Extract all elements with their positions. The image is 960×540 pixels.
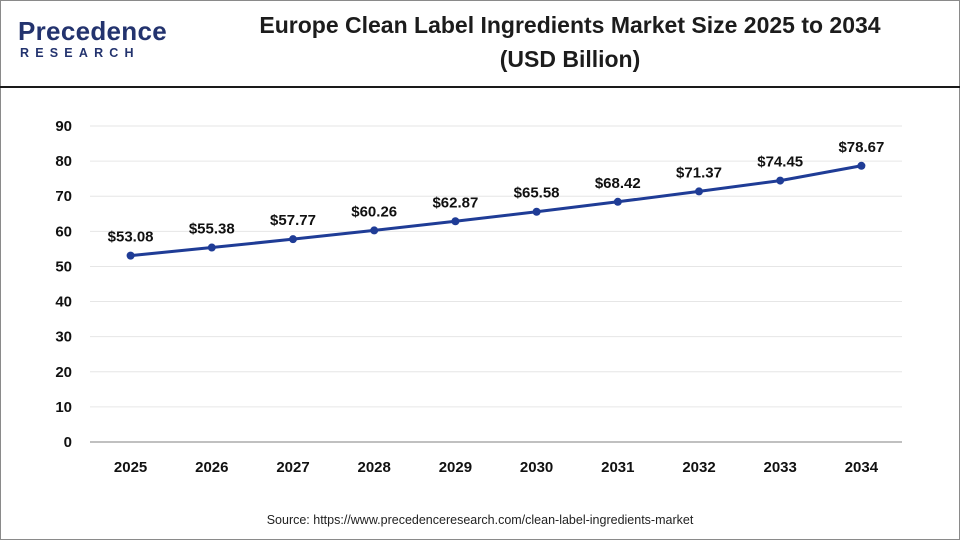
y-tick-label: 70 [55, 188, 72, 205]
data-label: $78.67 [838, 139, 884, 156]
y-tick-label: 60 [55, 223, 72, 240]
data-point [126, 251, 135, 260]
y-tick-label: 90 [55, 118, 72, 135]
x-tick-label: 2026 [195, 459, 228, 476]
source-note: Source: https://www.precedenceresearch.c… [266, 513, 694, 527]
data-label: $65.58 [514, 185, 560, 202]
brand-name: Precedence [18, 16, 167, 46]
data-point [451, 217, 460, 226]
x-tick-label: 2027 [276, 459, 309, 476]
data-point [532, 207, 541, 216]
chart-title: Europe Clean Label Ingredients Market Si… [200, 8, 940, 76]
data-point [776, 176, 785, 185]
data-label: $53.08 [108, 229, 154, 246]
chart-title-line2: (USD Billion) [499, 46, 641, 72]
data-label: $60.26 [351, 203, 397, 220]
data-label: $55.38 [189, 221, 235, 238]
data-point [613, 197, 622, 206]
data-label: $57.77 [270, 212, 316, 229]
y-tick-label: 0 [64, 434, 72, 451]
data-label: $62.87 [432, 194, 478, 211]
x-tick-label: 2031 [601, 459, 634, 476]
x-tick-label: 2029 [439, 459, 472, 476]
data-label: $71.37 [676, 164, 722, 181]
series-line [129, 164, 863, 258]
x-tick-label: 2025 [114, 459, 147, 476]
x-tick-label: 2033 [764, 459, 797, 476]
brand-logo: Precedence RESEARCH [18, 16, 168, 64]
y-tick-label: 20 [55, 364, 72, 381]
header-divider [0, 86, 960, 88]
y-tick-label: 80 [55, 153, 72, 170]
x-tick-label: 2030 [520, 459, 553, 476]
brand-tagline: RESEARCH [20, 46, 140, 60]
x-tick-label: 2034 [845, 459, 879, 476]
y-tick-label: 30 [55, 329, 72, 346]
data-point [857, 161, 866, 170]
data-label: $68.42 [595, 175, 641, 192]
y-tick-label: 40 [55, 294, 72, 311]
x-tick-label: 2028 [358, 459, 391, 476]
x-tick-label: 2032 [682, 459, 715, 476]
data-point [289, 235, 297, 244]
y-tick-label: 10 [55, 399, 72, 416]
y-tick-label: 50 [55, 258, 72, 275]
data-point [695, 187, 703, 196]
data-label: $74.45 [757, 154, 803, 171]
data-point [370, 226, 379, 235]
chart-title-line1: Europe Clean Label Ingredients Market Si… [259, 12, 881, 38]
data-point [207, 243, 216, 252]
header: Precedence RESEARCH Europe Clean Label I… [0, 0, 960, 86]
